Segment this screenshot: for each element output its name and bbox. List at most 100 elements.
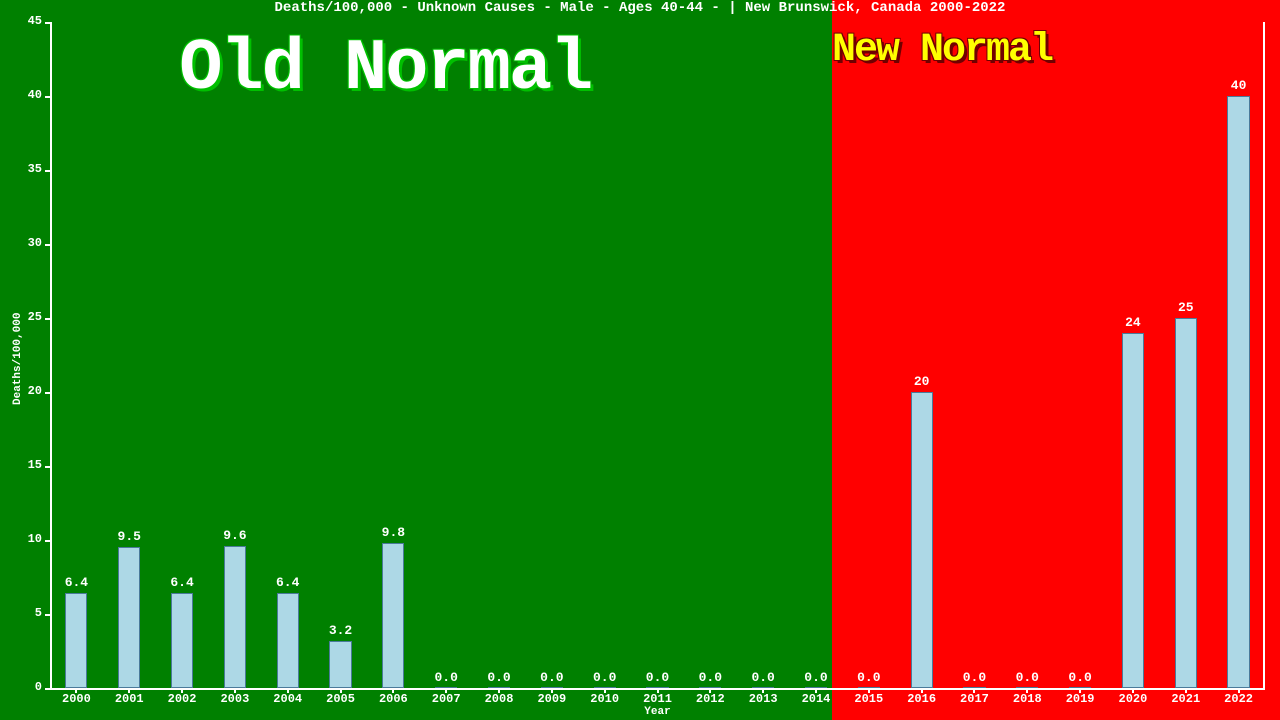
x-tick-label: 2011: [643, 692, 672, 706]
bar: [1227, 96, 1249, 688]
x-tick-mark: [657, 688, 659, 693]
bar-value-label: 9.6: [223, 528, 246, 543]
bar: [594, 687, 616, 688]
x-tick-label: 2003: [220, 692, 249, 706]
x-tick-mark: [815, 688, 817, 693]
y-tick-label: 40: [28, 88, 42, 102]
x-tick-label: 2018: [1013, 692, 1042, 706]
x-tick-label: 2008: [485, 692, 514, 706]
x-tick-label: 2006: [379, 692, 408, 706]
x-tick-label: 2013: [749, 692, 778, 706]
overlay-new-normal: New Normal: [832, 28, 1052, 73]
bar-value-label: 9.8: [382, 525, 405, 540]
y-tick-label: 35: [28, 162, 42, 176]
bar: [118, 547, 140, 688]
bar-value-label: 0.0: [1068, 670, 1091, 685]
bar-value-label: 0.0: [487, 670, 510, 685]
bar: [805, 687, 827, 688]
x-tick-label: 2000: [62, 692, 91, 706]
bar-value-label: 20: [914, 374, 930, 389]
bar: [277, 593, 299, 688]
x-tick-label: 2005: [326, 692, 355, 706]
bar-value-label: 24: [1125, 315, 1141, 330]
x-tick-label: 2009: [537, 692, 566, 706]
x-tick-mark: [1185, 688, 1187, 693]
y-tick-label: 45: [28, 14, 42, 28]
bar: [911, 392, 933, 688]
x-tick-label: 2020: [1119, 692, 1148, 706]
bar-value-label: 3.2: [329, 623, 352, 638]
x-tick-mark: [340, 688, 342, 693]
bar-value-label: 0.0: [1016, 670, 1039, 685]
x-tick-mark: [551, 688, 553, 693]
x-tick-mark: [709, 688, 711, 693]
chart-container: Deaths/100,000 - Unknown Causes - Male -…: [0, 0, 1280, 720]
bar: [1175, 318, 1197, 688]
bar: [224, 546, 246, 688]
y-tick-mark: [45, 170, 50, 172]
y-tick-mark: [45, 96, 50, 98]
bar: [488, 687, 510, 688]
x-tick-label: 2021: [1171, 692, 1200, 706]
background-new-normal: [832, 0, 1280, 720]
x-tick-mark: [1079, 688, 1081, 693]
bar: [1122, 333, 1144, 688]
x-tick-label: 2010: [590, 692, 619, 706]
y-tick-mark: [45, 244, 50, 246]
bar-value-label: 0.0: [593, 670, 616, 685]
x-tick-mark: [445, 688, 447, 693]
bar: [171, 593, 193, 688]
bar-value-label: 0.0: [540, 670, 563, 685]
x-tick-mark: [762, 688, 764, 693]
bar: [541, 687, 563, 688]
x-axis-label: Year: [50, 706, 1265, 718]
bar-value-label: 40: [1231, 78, 1247, 93]
bar-value-label: 6.4: [276, 575, 299, 590]
x-tick-mark: [392, 688, 394, 693]
x-tick-label: 2016: [907, 692, 936, 706]
y-tick-mark: [45, 22, 50, 24]
x-tick-mark: [973, 688, 975, 693]
x-tick-label: 2014: [802, 692, 831, 706]
x-tick-mark: [287, 688, 289, 693]
bar: [752, 687, 774, 688]
bar-value-label: 0.0: [857, 670, 880, 685]
y-axis-line-right: [1263, 22, 1265, 688]
bar: [646, 687, 668, 688]
y-tick-label: 15: [28, 458, 42, 472]
bar-value-label: 25: [1178, 300, 1194, 315]
y-tick-label: 10: [28, 532, 42, 546]
bar-value-label: 0.0: [963, 670, 986, 685]
x-tick-label: 2012: [696, 692, 725, 706]
chart-title: Deaths/100,000 - Unknown Causes - Male -…: [0, 0, 1280, 16]
x-tick-mark: [75, 688, 77, 693]
x-tick-label: 2001: [115, 692, 144, 706]
y-tick-label: 20: [28, 384, 42, 398]
x-tick-mark: [1026, 688, 1028, 693]
x-tick-label: 2015: [854, 692, 883, 706]
x-tick-label: 2022: [1224, 692, 1253, 706]
y-tick-label: 5: [35, 606, 42, 620]
y-tick-label: 25: [28, 310, 42, 324]
overlay-old-normal: Old Normal: [179, 28, 591, 110]
y-tick-label: 30: [28, 236, 42, 250]
y-tick-mark: [45, 614, 50, 616]
x-tick-mark: [1238, 688, 1240, 693]
x-tick-mark: [498, 688, 500, 693]
bar: [963, 687, 985, 688]
bar: [858, 687, 880, 688]
x-tick-mark: [234, 688, 236, 693]
x-tick-label: 2007: [432, 692, 461, 706]
bar: [435, 687, 457, 688]
bar-value-label: 0.0: [804, 670, 827, 685]
x-tick-label: 2019: [1066, 692, 1095, 706]
y-tick-mark: [45, 688, 50, 690]
y-tick-mark: [45, 318, 50, 320]
y-axis-label: Deaths/100,000: [12, 313, 24, 405]
x-tick-label: 2004: [273, 692, 302, 706]
bar-value-label: 0.0: [646, 670, 669, 685]
y-tick-mark: [45, 392, 50, 394]
bar-value-label: 0.0: [699, 670, 722, 685]
x-tick-mark: [921, 688, 923, 693]
bar-value-label: 6.4: [170, 575, 193, 590]
